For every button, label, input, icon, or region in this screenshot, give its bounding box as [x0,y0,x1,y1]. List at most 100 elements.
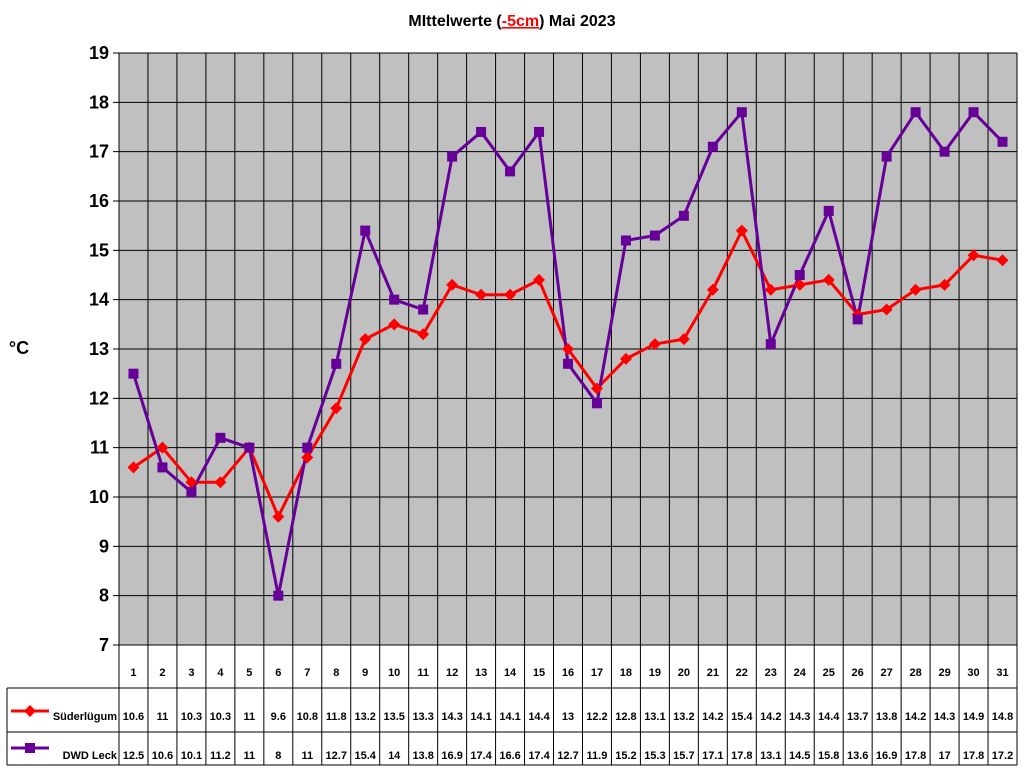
data-point-dwd-leck [794,270,805,280]
data-point-dwd-leck [910,107,921,118]
legend-label-dwd-leck: DWD Leck [63,750,118,762]
x-tick-label: 5 [246,667,252,679]
data-point-dwd-leck [563,358,573,369]
data-point-suderlugum [967,249,980,262]
data-point-suderlugum [996,254,1009,267]
data-point-dwd-leck [765,339,776,350]
x-tick-label: 14 [504,667,517,679]
data-label-dwd-leck: 17.4 [470,750,492,762]
data-label-suderlugum: 12.2 [586,711,607,723]
data-label-dwd-leck: 10.1 [181,750,202,762]
data-point-dwd-leck [997,136,1008,147]
data-point-suderlugum [562,343,574,355]
data-label-dwd-leck: 11.9 [587,750,608,762]
x-tick-label: 20 [678,667,690,679]
y-tick-label: 14 [89,290,109,310]
x-tick-label: 2 [159,667,165,679]
x-tick-label: 12 [446,667,458,679]
data-point-suderlugum [359,333,372,346]
data-label-suderlugum: 14.8 [992,711,1013,723]
x-tick-label: 8 [333,667,339,679]
data-label-suderlugum: 13.2 [355,711,376,723]
y-tick-label: 11 [90,438,109,458]
data-point-suderlugum [446,278,459,291]
data-label-dwd-leck: 10.6 [152,750,173,762]
y-tick-label: 13 [89,339,109,359]
data-point-suderlugum [272,510,285,523]
data-point-dwd-leck [852,314,863,325]
data-point-dwd-leck [360,225,371,236]
data-point-dwd-leck [968,107,979,118]
data-label-dwd-leck: 17.4 [528,750,550,762]
data-point-suderlugum [706,283,719,296]
data-point-dwd-leck [534,126,545,137]
data-point-dwd-leck [620,235,631,246]
data-label-suderlugum: 14.2 [905,711,926,723]
data-label-dwd-leck: 11 [301,750,313,762]
x-tick-label: 30 [967,667,979,679]
data-label-suderlugum: 14.1 [499,711,520,723]
data-point-suderlugum [648,338,661,351]
data-point-dwd-leck [244,442,255,453]
data-label-dwd-leck: 15.4 [355,750,377,762]
data-label-suderlugum: 13.5 [383,711,404,723]
data-label-suderlugum: 15.4 [731,711,753,723]
data-point-suderlugum [475,288,488,301]
data-label-suderlugum: 11 [157,711,169,723]
data-point-suderlugum [185,476,198,489]
data-point-suderlugum [880,303,893,316]
data-point-suderlugum [388,318,401,331]
data-label-suderlugum: 13.3 [412,711,433,723]
data-label-suderlugum: 11.8 [326,711,347,723]
x-tick-label: 28 [909,667,921,679]
data-label-suderlugum: 14.3 [789,711,810,723]
data-point-suderlugum [619,352,632,365]
data-point-suderlugum [764,283,777,296]
data-point-suderlugum [822,273,835,286]
data-point-suderlugum [156,441,169,454]
data-label-suderlugum: 13.7 [847,711,868,723]
data-point-dwd-leck [302,442,313,453]
data-point-suderlugum [504,288,517,301]
x-tick-label: 16 [562,667,574,679]
data-label-suderlugum: 10.6 [123,711,144,723]
x-tick-label: 27 [881,667,893,679]
data-label-dwd-leck: 13.8 [412,750,433,762]
data-point-suderlugum [533,273,546,286]
data-point-dwd-leck [389,294,400,305]
data-label-dwd-leck: 12.5 [123,750,144,762]
data-label-dwd-leck: 15.2 [615,750,636,762]
data-label-suderlugum: 10.3 [181,711,202,723]
data-label-suderlugum: 14.3 [934,711,955,723]
y-tick-label: 7 [99,635,109,655]
legend-swatch-marker-suderlugum [24,705,36,717]
data-label-dwd-leck: 12.7 [557,750,578,762]
data-point-dwd-leck [707,141,718,152]
data-label-dwd-leck: 13.6 [847,750,868,762]
y-tick-label: 18 [89,92,109,112]
y-tick-label: 16 [89,191,109,211]
data-point-dwd-leck [505,166,516,177]
data-label-suderlugum: 12.8 [615,711,636,723]
data-point-suderlugum [793,278,806,291]
data-label-dwd-leck: 8 [275,750,281,762]
data-label-dwd-leck: 14.5 [789,750,810,762]
data-label-dwd-leck: 17.8 [905,750,926,762]
y-tick-label: 19 [89,43,109,63]
data-point-suderlugum [735,224,748,237]
data-point-dwd-leck [186,487,197,498]
x-tick-label: 22 [736,667,748,679]
data-label-dwd-leck: 17.1 [702,750,723,762]
data-point-dwd-leck [447,151,458,162]
x-tick-label: 6 [275,667,281,679]
data-label-dwd-leck: 17.8 [731,750,752,762]
x-tick-label: 29 [938,667,950,679]
x-tick-label: 21 [707,667,719,679]
y-tick-label: 10 [89,487,109,507]
data-label-dwd-leck: 15.7 [673,750,694,762]
data-point-dwd-leck [939,146,950,157]
x-tick-label: 24 [794,667,807,679]
data-point-suderlugum [938,278,951,291]
data-label-dwd-leck: 16.9 [441,750,462,762]
